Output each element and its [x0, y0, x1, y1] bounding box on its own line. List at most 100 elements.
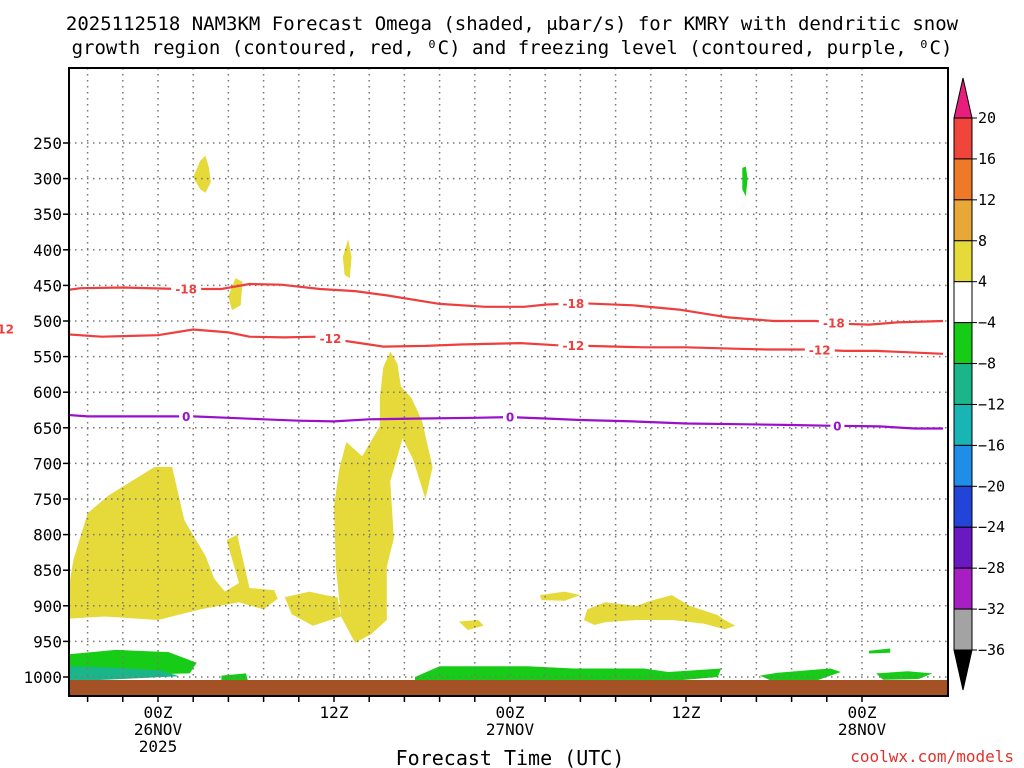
low-left-yellow	[69, 467, 278, 620]
colorbar-label-9: −20	[978, 477, 1005, 495]
colorbar-label-2: 12	[978, 191, 996, 209]
x-tick-label-0-2: 2025	[139, 737, 178, 756]
y-axis-ticks: 250 300 350 400 450 500 550 600 650 700 750 800 850 9…	[23, 134, 69, 687]
x-tick-label-0-1: 26NOV	[134, 720, 183, 739]
chart-title-line1: 2025112518 NAM3KM Forecast Omega (shaded…	[66, 13, 959, 35]
colorbar-band-7	[953, 403, 973, 446]
colorbar-band-6	[953, 363, 973, 405]
minus-12-contour-label-bg-1	[315, 331, 346, 346]
y-tick-label-500: 500	[33, 312, 62, 331]
chart-title-line2: growth region (contoured, red, ⁰C) and f…	[72, 37, 953, 59]
plot-frame	[68, 67, 949, 697]
colorbar-label-11: −28	[978, 559, 1005, 577]
colorbar: 20 16 12 8 4 −4 −8 −12 −16 −20 −24 −28 −32 −36	[953, 77, 1005, 691]
minus-18-contour-label-bg-1	[558, 296, 589, 311]
colorbar-label-3: 8	[978, 232, 987, 250]
colorbar-band-10	[953, 526, 973, 569]
bottom-green-right-a	[759, 668, 841, 682]
y-tick-label-550: 550	[33, 348, 62, 367]
minus-12-contour-label-3: -12	[809, 343, 831, 357]
y-tick-label-900: 900	[33, 597, 62, 616]
small-yellow-883	[539, 591, 581, 601]
y-tick-label-450: 450	[33, 276, 62, 295]
upper-yellow-blob	[193, 155, 211, 193]
large-yellow-column	[334, 351, 433, 643]
colorbar-label-12: −32	[978, 600, 1005, 618]
colorbar-label-8: −16	[978, 436, 1005, 454]
minus-18-contour-label-bg-2	[818, 315, 849, 330]
y-tick-label-650: 650	[33, 419, 62, 438]
colorbar-label-13: −36	[978, 641, 1005, 659]
x-tick-label-20-0: 00Z	[848, 703, 877, 722]
colorbar-arrow-top	[953, 77, 973, 119]
credit-text: coolwx.com/models	[850, 747, 1014, 766]
colorbar-band-12	[953, 608, 973, 651]
y-tick-label-750: 750	[33, 490, 62, 509]
small-yellow-926	[459, 620, 484, 630]
terrain-band	[69, 680, 948, 696]
colorbar-band-1	[953, 158, 973, 201]
colorbar-arrow-bottom	[953, 649, 973, 691]
y-tick-label-850: 850	[33, 561, 62, 580]
minus-18-contour-label-2: -18	[823, 316, 845, 330]
colorbar-label-1: 16	[978, 150, 996, 168]
minus-12-contour-label-1: -12	[320, 332, 342, 346]
minus-12-contour-label-2: -12	[563, 339, 585, 353]
x-tick-label-10-0: 00Z	[496, 703, 525, 722]
minus-12-contour-label-bg-0	[0, 321, 19, 336]
colorbar-band-9	[953, 485, 973, 528]
minus-12-contour-label-bg-3	[804, 342, 835, 357]
x-axis-label: Forecast Time (UTC)	[396, 746, 625, 768]
y-tick-label-1000: 1000	[23, 668, 62, 687]
zero-contour-label-1: 0	[506, 411, 514, 425]
colorbar-label-7: −12	[978, 395, 1005, 413]
low-right-yellow	[583, 595, 736, 630]
colorbar-label-6: −8	[978, 355, 996, 373]
zero-contour-label-bg-0	[179, 409, 194, 424]
y-tick-label-300: 300	[33, 170, 62, 189]
omega-shading-layer	[69, 155, 933, 683]
bottom-green-strip	[415, 666, 722, 683]
colorbar-label-0: 20	[978, 109, 996, 127]
x-tick-label-0-0: 00Z	[144, 703, 173, 722]
y-tick-label-400: 400	[33, 241, 62, 260]
zero-contour-label-0: 0	[182, 410, 190, 424]
bottom-green-right-b	[876, 671, 933, 680]
upper-green-sliver	[742, 166, 748, 197]
mid-yellow-sliver	[342, 239, 352, 279]
minus-12-contour-label-bg-2	[558, 338, 589, 353]
colorbar-band-11	[953, 567, 973, 610]
zero-contour-label-bg-1	[503, 410, 517, 425]
colorbar-band-8	[953, 444, 973, 487]
colorbar-band-3	[953, 240, 973, 283]
x-tick-label-5-0: 12Z	[320, 703, 349, 722]
x-tick-label-10-1: 27NOV	[486, 720, 535, 739]
minus-18-contour-label-0: -18	[175, 282, 197, 296]
colorbar-band-2	[953, 199, 973, 242]
zero-contour-label-2: 0	[833, 419, 841, 433]
y-tick-label-950: 950	[33, 632, 62, 651]
y-tick-label-800: 800	[33, 526, 62, 545]
colorbar-label-4: 4	[978, 273, 987, 291]
y-tick-label-700: 700	[33, 454, 62, 473]
bottom-green-speck	[869, 648, 891, 654]
colorbar-band-5	[953, 322, 973, 365]
bottom-green-small-a	[221, 673, 248, 682]
minus-12-contour	[67, 324, 944, 355]
colorbar-label-5: −4	[978, 314, 996, 332]
y-tick-label-250: 250	[33, 134, 62, 153]
zero-contour-label-bg-2	[830, 418, 845, 433]
low-mid-yellow-patch	[284, 591, 341, 626]
bottom-left-teal	[69, 666, 180, 682]
minus-18-contour-label-bg-0	[171, 281, 202, 296]
colorbar-band-4	[953, 281, 973, 324]
colorbar-label-10: −24	[978, 518, 1005, 536]
colorbar-band-0	[953, 117, 973, 160]
minus-12-contour-label-0: -12	[0, 322, 14, 336]
minus-18-contour-label-1: -18	[563, 297, 585, 311]
x-tick-label-15-0: 12Z	[672, 703, 701, 722]
contour-layer: -18 -18 -18 -12 -12 -12 -12 0 0 0	[0, 281, 944, 433]
x-tick-label-20-1: 28NOV	[838, 720, 887, 739]
